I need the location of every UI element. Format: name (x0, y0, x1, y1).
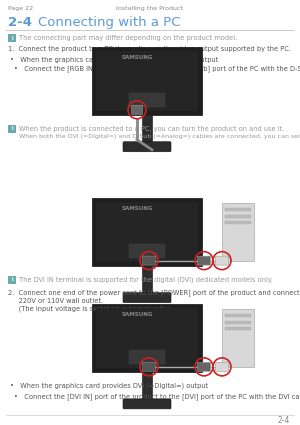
FancyBboxPatch shape (92, 47, 202, 115)
Text: Page 22: Page 22 (8, 6, 33, 11)
Text: 1.  Connect the product to a PC depending on the video output supported by the P: 1. Connect the product to a PC depending… (8, 46, 291, 52)
FancyBboxPatch shape (225, 321, 251, 324)
FancyBboxPatch shape (215, 256, 229, 265)
FancyBboxPatch shape (225, 208, 251, 211)
FancyBboxPatch shape (225, 314, 251, 317)
Text: The DVI IN terminal is supported for the digital (DVI) dedicated models only.: The DVI IN terminal is supported for the… (19, 277, 273, 283)
FancyBboxPatch shape (142, 363, 155, 371)
FancyBboxPatch shape (225, 215, 251, 218)
FancyBboxPatch shape (131, 105, 142, 114)
FancyBboxPatch shape (197, 363, 211, 371)
Text: 2-4: 2-4 (278, 416, 290, 425)
Text: Connecting with a PC: Connecting with a PC (38, 16, 181, 29)
FancyBboxPatch shape (142, 115, 152, 143)
FancyBboxPatch shape (92, 198, 202, 266)
FancyBboxPatch shape (96, 51, 198, 111)
FancyBboxPatch shape (92, 304, 202, 372)
FancyBboxPatch shape (129, 350, 165, 364)
FancyBboxPatch shape (225, 221, 251, 224)
Text: (The input voltage is switched automatically.): (The input voltage is switched automatic… (8, 306, 171, 312)
Text: The connecting part may differ depending on the product model.: The connecting part may differ depending… (19, 35, 237, 41)
Text: 2.  Connect one end of the power cord to the [POWER] port of the product and con: 2. Connect one end of the power cord to … (8, 289, 300, 296)
Text: 220V or 110V wall outlet.: 220V or 110V wall outlet. (8, 298, 103, 303)
Text: •   Connect the [RGB IN] port of the product to the [D-Sub] port of the PC with : • Connect the [RGB IN] port of the produ… (14, 65, 300, 72)
FancyBboxPatch shape (123, 142, 171, 152)
FancyBboxPatch shape (222, 309, 254, 367)
Text: When the product is connected to a PC, you can turn the product on and use it.: When the product is connected to a PC, y… (19, 126, 284, 132)
FancyBboxPatch shape (129, 93, 165, 107)
FancyBboxPatch shape (142, 372, 152, 400)
Text: SAMSUNG: SAMSUNG (121, 206, 153, 211)
FancyBboxPatch shape (197, 256, 211, 265)
FancyBboxPatch shape (129, 244, 165, 258)
Text: When both the DVI (=Digital=) and D-Sub (=Analog=) cables are connected, you can: When both the DVI (=Digital=) and D-Sub … (19, 134, 300, 139)
Text: SAMSUNG: SAMSUNG (121, 55, 153, 60)
FancyBboxPatch shape (8, 125, 16, 133)
FancyBboxPatch shape (215, 363, 229, 371)
Text: 2-4: 2-4 (8, 16, 32, 29)
Text: •   When the graphics card provides D-Sub (=Analog=) output: • When the graphics card provides D-Sub … (10, 56, 218, 62)
FancyBboxPatch shape (142, 256, 155, 265)
FancyBboxPatch shape (96, 308, 198, 368)
FancyBboxPatch shape (8, 276, 16, 283)
FancyBboxPatch shape (222, 203, 254, 261)
Text: SAMSUNG: SAMSUNG (121, 312, 153, 317)
Text: i: i (11, 126, 13, 131)
Text: •   Connect the [DVI IN] port of the product to the [DVI] port of the PC with th: • Connect the [DVI IN] port of the produ… (14, 393, 300, 400)
FancyBboxPatch shape (142, 266, 152, 294)
FancyBboxPatch shape (96, 201, 198, 262)
Text: i: i (11, 36, 13, 40)
Text: •   When the graphics card provides DVI (=Digital=) output: • When the graphics card provides DVI (=… (10, 383, 208, 389)
FancyBboxPatch shape (225, 327, 251, 330)
FancyBboxPatch shape (123, 399, 171, 409)
FancyBboxPatch shape (8, 34, 16, 42)
Text: i: i (11, 277, 13, 282)
FancyBboxPatch shape (123, 293, 171, 303)
Text: Installing the Product: Installing the Product (116, 6, 184, 11)
